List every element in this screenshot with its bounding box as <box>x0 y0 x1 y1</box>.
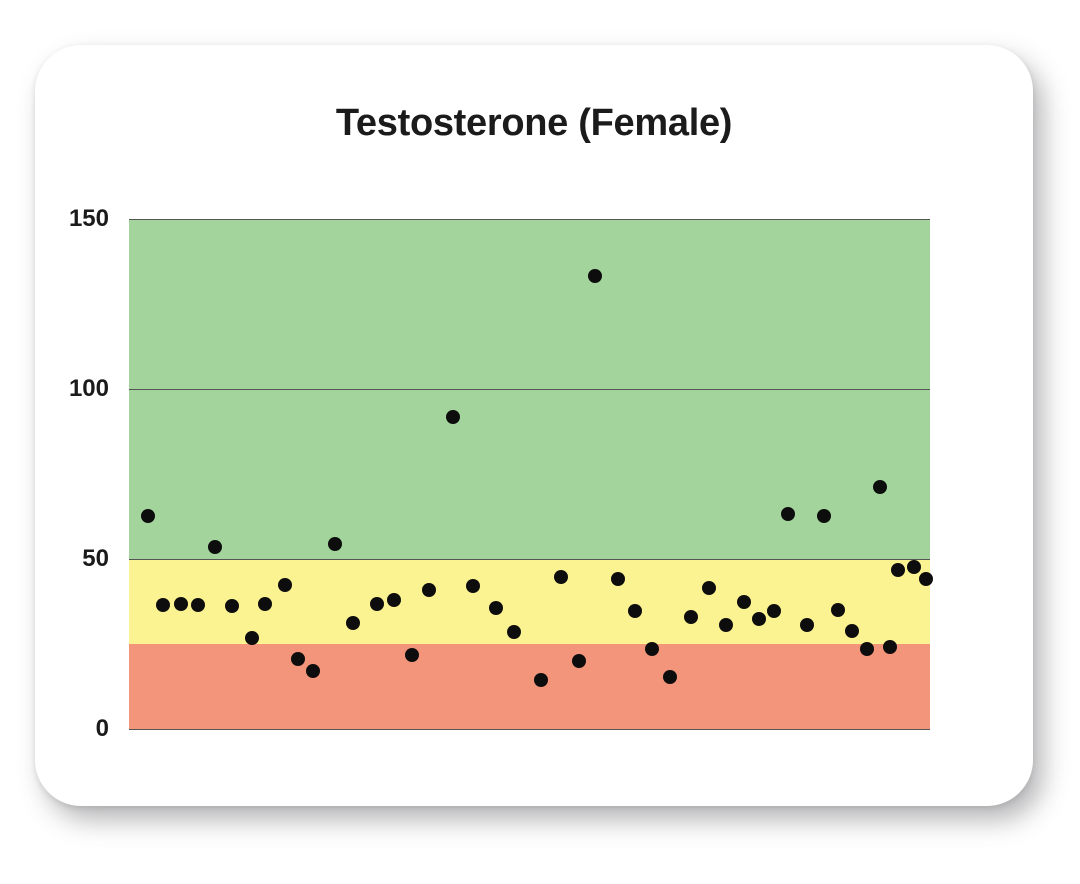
data-point <box>572 654 587 668</box>
data-point <box>845 624 860 639</box>
data-point <box>701 580 716 595</box>
data-point <box>141 509 156 524</box>
data-point <box>278 577 293 592</box>
data-point <box>244 630 259 645</box>
data-point <box>190 597 205 612</box>
y-tick-label-0: 0 <box>95 715 109 742</box>
data-point <box>890 562 905 577</box>
gridline-100 <box>129 388 930 390</box>
data-point <box>830 603 845 617</box>
gridline-50 <box>129 558 930 560</box>
data-point <box>327 537 342 552</box>
chart-title: Testosterone (Female) <box>335 102 733 144</box>
data-point <box>662 669 677 684</box>
y-tick-label-150: 150 <box>68 205 109 232</box>
chart-card: Testosterone (Female) 0 50 100 150 <box>35 45 1033 806</box>
data-point <box>445 409 460 424</box>
data-point <box>155 597 170 612</box>
y-tick-label-50: 50 <box>82 545 109 572</box>
data-point <box>174 596 189 611</box>
data-point <box>387 593 402 608</box>
data-point <box>751 611 766 626</box>
data-point <box>291 651 305 666</box>
data-point <box>346 615 361 630</box>
data-point <box>873 479 888 494</box>
data-point <box>645 642 660 657</box>
y-axis: 0 50 100 150 <box>35 205 121 742</box>
data-point <box>225 598 240 613</box>
data-point <box>306 663 321 678</box>
data-point <box>718 617 733 632</box>
data-point <box>207 540 222 555</box>
data-point <box>258 596 273 611</box>
data-point <box>859 642 874 657</box>
scatter-plot-area <box>129 218 933 730</box>
data-point <box>684 610 699 625</box>
data-point <box>421 582 436 597</box>
data-point <box>488 600 503 615</box>
data-point <box>533 673 548 688</box>
data-point <box>906 560 921 575</box>
data-point <box>882 640 897 655</box>
data-point <box>766 604 781 619</box>
data-point <box>466 578 481 593</box>
data-point <box>404 647 419 662</box>
data-point <box>817 509 832 524</box>
data-point <box>628 604 643 619</box>
data-point <box>370 596 385 611</box>
data-point <box>800 617 815 632</box>
data-point <box>610 572 625 587</box>
reference-band-low <box>129 644 930 729</box>
data-point <box>737 594 752 609</box>
y-tick-label-100: 100 <box>68 375 109 402</box>
data-point <box>918 572 933 587</box>
gridline-150 <box>129 218 930 220</box>
data-point <box>588 269 603 284</box>
data-point <box>507 625 522 640</box>
data-point <box>781 507 796 522</box>
gridline-0 <box>129 728 930 730</box>
data-point <box>553 570 568 585</box>
